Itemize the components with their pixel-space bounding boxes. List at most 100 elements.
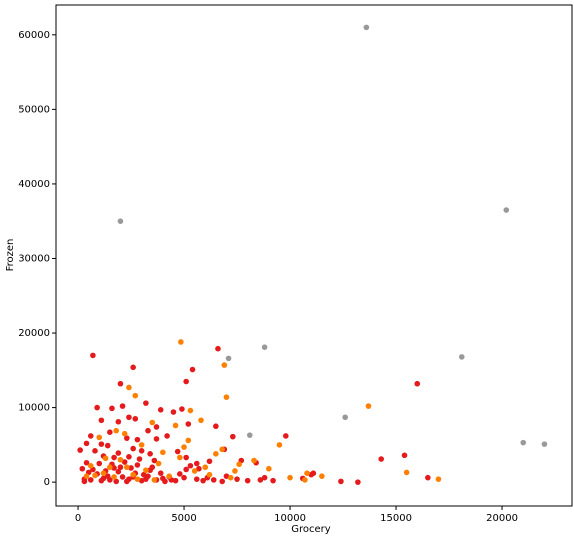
point	[143, 467, 149, 474]
point	[87, 477, 94, 483]
plot-frame	[55, 4, 573, 507]
point	[401, 452, 408, 459]
point	[435, 476, 442, 482]
y-tick-label: 10000	[18, 403, 50, 414]
point	[128, 465, 134, 471]
point	[113, 427, 120, 434]
point	[134, 476, 141, 482]
point	[378, 456, 385, 462]
point	[117, 456, 124, 463]
point	[111, 454, 117, 461]
point	[117, 218, 124, 225]
point	[92, 448, 98, 454]
x-tick-label: 15000	[380, 513, 412, 524]
point	[104, 473, 111, 479]
point	[319, 473, 325, 479]
point	[96, 434, 103, 441]
x-axis-label: Grocery	[291, 524, 331, 535]
point	[172, 477, 179, 484]
point	[153, 436, 160, 442]
point	[124, 435, 130, 441]
point	[153, 424, 160, 430]
point	[166, 473, 173, 479]
point	[109, 405, 115, 412]
point	[111, 474, 117, 480]
point	[283, 433, 289, 439]
point	[83, 473, 90, 479]
point	[90, 352, 96, 359]
point	[160, 475, 166, 482]
y-tick-label: 60000	[18, 30, 50, 41]
point	[170, 409, 177, 415]
point	[107, 464, 113, 471]
point	[221, 362, 228, 368]
point	[177, 471, 183, 477]
point	[458, 354, 465, 360]
point	[202, 464, 209, 471]
point	[191, 468, 198, 474]
point	[181, 474, 187, 481]
point	[210, 477, 217, 483]
point	[155, 460, 162, 467]
point	[181, 444, 187, 450]
point	[83, 440, 90, 447]
point	[124, 464, 130, 471]
point	[119, 403, 126, 409]
point	[193, 460, 200, 467]
point	[257, 477, 264, 483]
point	[261, 344, 268, 351]
y-tick-label: 30000	[18, 253, 50, 264]
point	[124, 478, 130, 485]
point	[94, 404, 100, 411]
point	[179, 406, 185, 412]
point	[104, 442, 111, 449]
point	[130, 364, 136, 371]
point	[130, 445, 136, 452]
point	[115, 468, 122, 475]
point	[126, 453, 132, 460]
point	[111, 465, 117, 471]
point	[213, 423, 219, 430]
point	[119, 474, 126, 480]
point	[130, 471, 136, 478]
point	[234, 476, 240, 482]
point	[246, 432, 253, 438]
x-tick-label: 0	[75, 513, 81, 524]
point	[342, 414, 348, 421]
point	[189, 366, 196, 373]
point	[126, 414, 132, 421]
point	[147, 451, 153, 457]
point	[143, 476, 149, 482]
point	[160, 449, 166, 456]
point	[206, 458, 213, 465]
point	[143, 400, 149, 406]
point	[138, 442, 145, 448]
point	[185, 437, 192, 444]
point	[138, 477, 145, 484]
point	[261, 474, 268, 481]
point	[102, 455, 109, 462]
point	[183, 466, 189, 473]
point	[223, 473, 230, 479]
point	[121, 459, 128, 465]
point	[196, 465, 202, 472]
point	[183, 454, 189, 461]
x-tick-label: 20000	[486, 513, 518, 524]
point	[310, 470, 317, 476]
point	[157, 470, 164, 476]
point	[115, 418, 122, 425]
point	[206, 471, 213, 478]
x-tick-label: 10000	[274, 513, 306, 524]
y-tick-label: 40000	[18, 179, 50, 190]
point	[198, 417, 204, 424]
point	[117, 380, 124, 387]
point	[92, 472, 98, 479]
point	[520, 439, 527, 446]
point	[100, 470, 107, 476]
point	[178, 339, 184, 345]
point	[270, 477, 276, 484]
point	[302, 477, 308, 483]
point	[213, 451, 219, 457]
point	[185, 421, 192, 427]
